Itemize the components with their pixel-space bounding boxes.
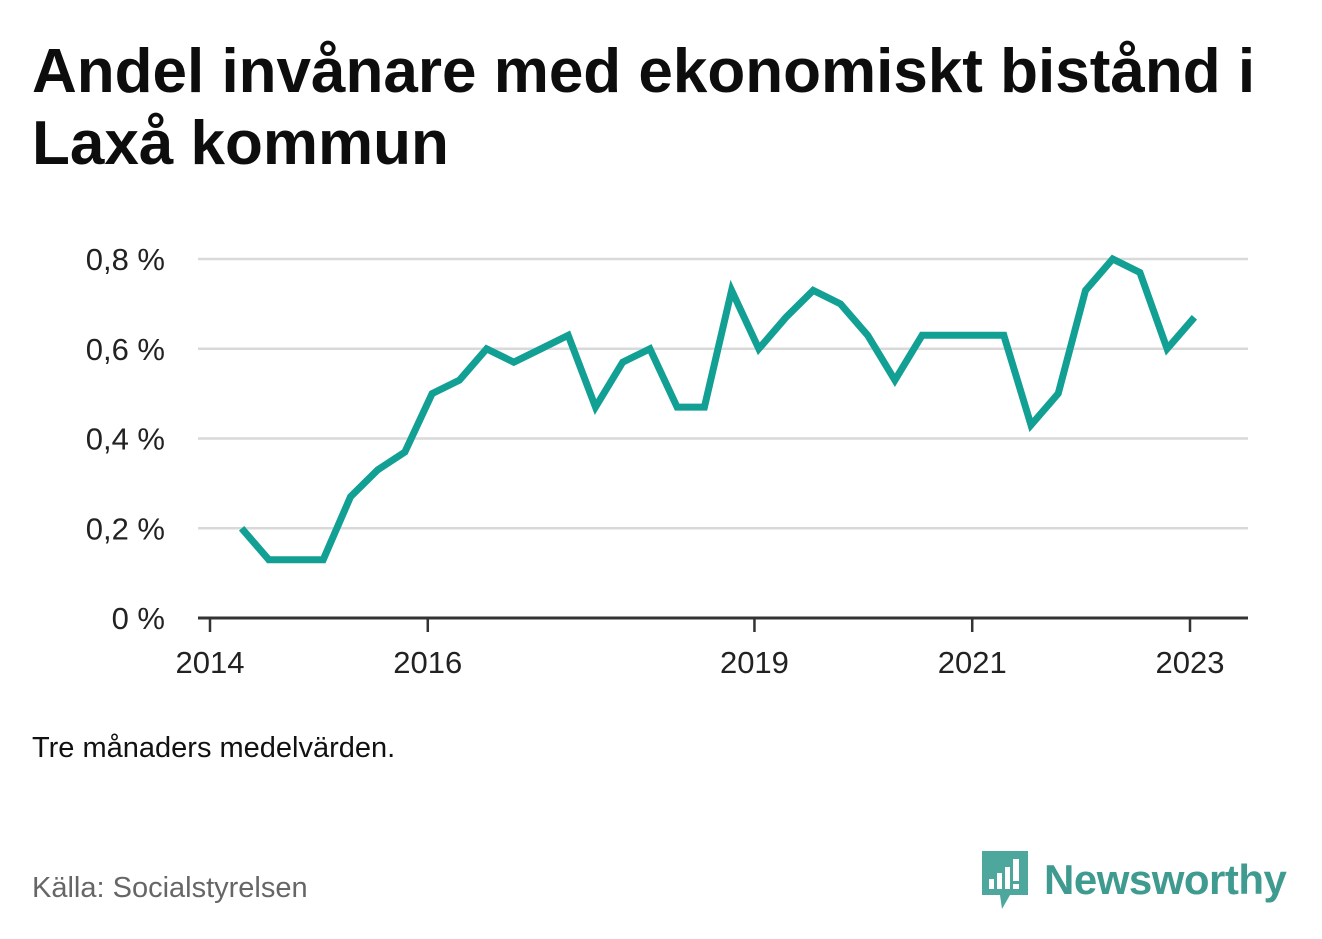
brand-logo[interactable]: Newsworthy — [980, 848, 1287, 912]
x-tick-label: 2014 — [176, 645, 245, 680]
newsworthy-logo-icon — [982, 851, 1028, 909]
chart-title: Andel invånare med ekonomiskt bistånd i … — [32, 37, 1256, 178]
grid-lines — [198, 257, 1248, 530]
series-line — [238, 254, 1198, 564]
x-tick-label: 2016 — [393, 645, 462, 680]
line-chart: 0 % 0,2 % 0,4 % 0,6 % 0,8 % 2014 2016 2019 2021… — [86, 242, 1248, 680]
y-tick-label: 0,4 % — [86, 422, 165, 457]
x-tick-label: 2021 — [938, 645, 1007, 680]
series-group — [238, 254, 1198, 564]
y-tick-label: 0 % — [112, 601, 165, 636]
y-tick-label: 0,2 % — [86, 511, 165, 546]
x-tick-label: 2023 — [1156, 645, 1225, 680]
y-axis: 0 % 0,2 % 0,4 % 0,6 % 0,8 % — [86, 242, 165, 636]
y-tick-label: 0,8 % — [86, 242, 165, 277]
brand-name: Newsworthy — [1044, 856, 1287, 903]
y-tick-label: 0,6 % — [86, 332, 165, 367]
chart-note: Tre månaders medelvärden. — [32, 732, 396, 764]
source-text: Källa: Socialstyrelsen — [32, 872, 308, 904]
x-axis: 2014 2016 2019 2021 2023 — [176, 616, 1248, 680]
x-tick-label: 2019 — [720, 645, 789, 680]
